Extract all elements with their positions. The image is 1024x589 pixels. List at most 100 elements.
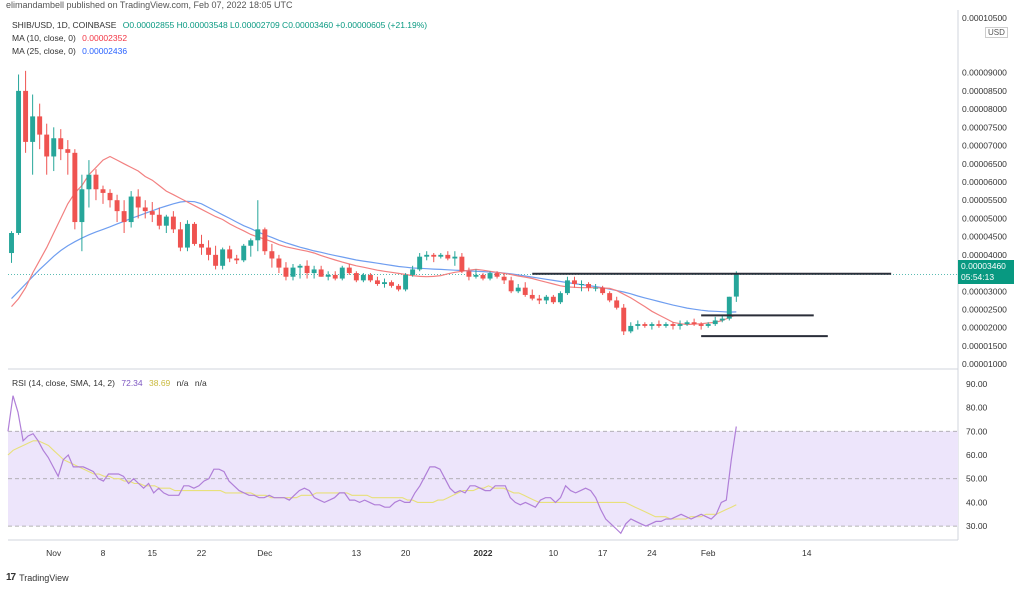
- candle-body: [396, 285, 402, 290]
- candle-body: [156, 214, 162, 226]
- candle-body: [121, 211, 127, 223]
- ma10-legend: MA (10, close, 0) 0.00002352: [12, 33, 127, 43]
- candle-body: [733, 274, 739, 297]
- candle-body: [51, 138, 57, 157]
- candle-body: [677, 324, 683, 326]
- candle-body: [93, 174, 99, 190]
- candle-body: [234, 258, 240, 261]
- candle-body: [480, 274, 486, 279]
- trendlines: [532, 272, 892, 338]
- candle-body: [522, 287, 528, 295]
- rsi-series: [7, 395, 737, 535]
- time-tick-label: 15: [148, 548, 158, 558]
- candle-body: [248, 240, 254, 246]
- publisher-line: elimandambell published on TradingView.c…: [6, 0, 293, 10]
- price-tick-label: 0.00002500: [962, 305, 1007, 315]
- candle-body: [227, 249, 233, 259]
- candle-body: [698, 324, 704, 326]
- footer: 17 TradingView: [6, 572, 69, 583]
- last-price-label: 0.00003460 05:54:13: [958, 260, 1014, 284]
- candle-body: [374, 280, 380, 285]
- candle-body: [487, 273, 493, 279]
- time-tick-label: 8: [101, 548, 106, 558]
- ohlc-values: O0.00002855 H0.00003548 L0.00002709 C0.0…: [122, 20, 428, 30]
- candles: [9, 70, 739, 336]
- candle-body: [332, 274, 338, 279]
- candle-body: [339, 267, 345, 279]
- candle-body: [726, 296, 732, 319]
- candle-body: [163, 216, 169, 226]
- price-tick-label: 0.00008000: [962, 104, 1007, 114]
- candle-body: [72, 152, 78, 223]
- currency-label: USD: [985, 27, 1008, 38]
- time-axis: Nov 8 15 22 Dec 13 20 2022 10 17 24 Feb 14: [46, 548, 812, 558]
- ma25-label: MA (25, close, 0): [12, 46, 76, 56]
- candle-body: [367, 274, 373, 281]
- candle-body: [719, 318, 725, 321]
- ma10-value: 0.00002352: [82, 33, 128, 43]
- rsi-tick-label: 70.00: [966, 426, 988, 436]
- rsi-label: RSI (14, close, SMA, 14, 2): [12, 378, 115, 388]
- price-tick-label: 0.00010500: [962, 13, 1007, 23]
- candle-body: [297, 265, 303, 268]
- candle-body: [621, 307, 627, 332]
- tradingview-logo-icon: 17: [6, 572, 16, 583]
- rsi-tick-label: 40.00: [966, 497, 988, 507]
- time-tick-label: 17: [598, 548, 608, 558]
- candle-body: [360, 274, 366, 281]
- candle-body: [192, 223, 197, 244]
- candle-body: [213, 254, 219, 266]
- candle-body: [656, 324, 662, 326]
- rsi-tick-label: 60.00: [966, 450, 988, 460]
- candle-body: [579, 284, 584, 286]
- candle-body: [410, 269, 416, 275]
- candle-body: [220, 249, 226, 266]
- time-tick-label: 14: [802, 548, 812, 558]
- price-tick-label: 0.00004500: [962, 232, 1007, 242]
- candle-body: [600, 287, 606, 294]
- candle-body: [586, 284, 592, 288]
- time-tick-label: 24: [647, 548, 657, 558]
- candle-body: [276, 258, 282, 268]
- candle-body: [283, 267, 289, 277]
- rsi-na-1: n/a: [176, 378, 189, 388]
- price-tick-label: 0.00006500: [962, 159, 1007, 169]
- candle-body: [452, 256, 458, 259]
- rsi-tick-label: 30.00: [966, 521, 988, 531]
- candle-body: [564, 280, 570, 294]
- footer-brand: TradingView: [19, 572, 69, 583]
- ma10-series: [11, 155, 737, 326]
- candle-body: [417, 256, 423, 270]
- candle-body: [557, 293, 563, 303]
- symbol-legend: SHIB/USD, 1D, COINBASE O0.00002855 H0.00…: [12, 20, 427, 30]
- ma25-line: [11, 200, 737, 313]
- price-tick-label: 0.00004000: [962, 250, 1007, 260]
- candle-body: [304, 265, 310, 274]
- time-tick-label: Nov: [46, 548, 62, 558]
- candle-body: [149, 211, 155, 215]
- rsi-pane: 90.00 80.00 70.00 60.00 50.00 40.00 30.00: [7, 379, 988, 535]
- price-tick-label: 0.00007000: [962, 141, 1007, 151]
- rsi-legend: RSI (14, close, SMA, 14, 2) 72.34 38.69 …: [12, 378, 207, 388]
- candle-body: [572, 280, 577, 285]
- symbol-name: SHIB/USD, 1D, COINBASE: [12, 20, 117, 30]
- candle-body: [318, 269, 324, 277]
- time-tick-label: 10: [549, 548, 559, 558]
- time-tick-label: 13: [352, 548, 362, 558]
- candle-body: [79, 189, 85, 223]
- candle-body: [44, 134, 50, 157]
- price-tick-label: 0.00007500: [962, 122, 1007, 132]
- candle-body: [424, 254, 430, 257]
- candle-body: [515, 287, 521, 292]
- candle-body: [712, 320, 718, 325]
- candle-body: [353, 273, 359, 281]
- candle-body: [459, 256, 465, 272]
- candle-body: [199, 243, 204, 248]
- candle-body: [269, 251, 275, 259]
- candle-body: [23, 90, 29, 142]
- candle-body: [508, 280, 514, 292]
- price-axis: 0.00010500 0.00009000 0.00008500 0.00008000…: [962, 13, 1007, 369]
- candle-body: [389, 282, 394, 286]
- candle-body: [107, 192, 113, 201]
